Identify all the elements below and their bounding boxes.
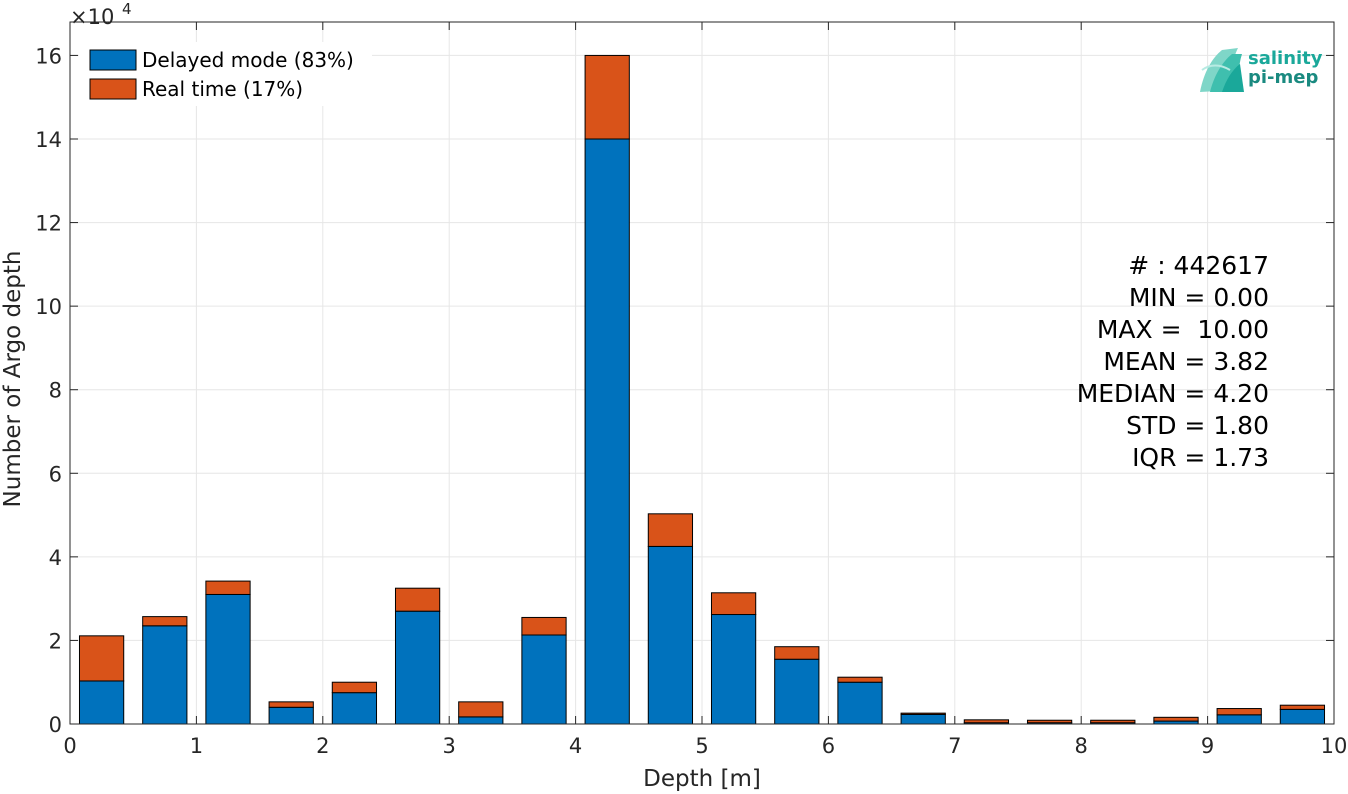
bar-real-time [837,676,883,683]
bar-delayed-mode [142,625,188,725]
y-axis-title: Number of Argo depth [0,251,26,508]
legend-label-realtime: Real time (17%) [142,77,303,101]
x-tick-label: 5 [695,734,708,758]
bars [78,54,1326,725]
stat-mean: MEAN = 3.82 [1103,347,1269,376]
bar-delayed-mode [1279,708,1326,725]
legend-label-delayed: Delayed mode (83%) [142,48,354,72]
bar-real-time [963,719,1010,724]
y-tick-label: 6 [49,462,62,486]
y-tick-label: 14 [35,128,62,152]
y-tick-label: 12 [35,212,62,236]
bar-real-time [394,587,441,612]
y-multiplier-exponent: 4 [122,0,132,18]
bar-delayed-mode [774,658,820,725]
y-tick-label: 2 [49,629,62,653]
bar-real-time [142,616,188,627]
x-tick-label: 8 [1075,734,1088,758]
x-tick-label: 0 [63,734,76,758]
x-tick-label: 4 [569,734,582,758]
x-tick-label: 9 [1201,734,1214,758]
bar-delayed-mode [647,545,694,725]
bar-real-time [205,580,251,595]
logo-text-salinity: salinity [1248,48,1323,69]
bar-real-time [1090,719,1136,724]
bar-delayed-mode [205,593,251,725]
bar-real-time [331,681,378,694]
legend-swatch-realtime [89,78,137,100]
x-tick-label: 2 [316,734,329,758]
bar-real-time [1026,719,1073,724]
bar-delayed-mode [900,713,946,725]
stats-box: # : 442617 MIN = 0.00 MAX = 10.00 MEAN =… [1077,251,1269,472]
logo-wave-icon [1200,48,1244,92]
bar-real-time [268,701,314,708]
x-tick-label: 1 [190,734,203,758]
y-tick-label: 0 [49,713,62,737]
bar-delayed-mode [458,716,504,725]
bar-real-time [1216,708,1262,716]
y-tick-label: 10 [35,295,62,319]
bar-real-time [774,646,820,660]
stat-iqr: IQR = 1.73 [1132,443,1269,472]
y-tick-label: 4 [49,546,62,570]
salinity-pimep-logo: salinity pi-mep [1200,48,1323,92]
bar-delayed-mode [394,610,441,725]
bar-delayed-mode [1216,714,1262,725]
stat-median: MEDIAN = 4.20 [1077,379,1269,408]
x-axis-title: Depth [m] [643,766,761,792]
bar-real-time [1153,716,1199,722]
bar-real-time [710,592,757,616]
logo-text-pimep: pi-mep [1248,67,1318,88]
bar-real-time [521,616,567,636]
bar-delayed-mode [837,681,883,725]
bar-delayed-mode [521,634,567,725]
legend-swatch-delayed [89,49,137,71]
y-multiplier-label: ×10 [70,5,114,29]
stat-max: MAX = 10.00 [1097,315,1269,344]
bar-real-time [647,513,694,547]
bar-delayed-mode [268,706,314,725]
bar-real-time [900,712,946,715]
stat-std: STD = 1.80 [1126,411,1269,440]
legend: Delayed mode (83%) Real time (17%) [79,42,372,106]
bar-delayed-mode [331,692,378,725]
stat-min: MIN = 0.00 [1129,283,1269,312]
stat-count: # : 442617 [1128,251,1269,280]
bar-delayed-mode [78,680,125,725]
bar-delayed-mode [710,614,757,725]
bar-real-time [584,54,630,140]
bar-real-time [1279,704,1326,710]
x-tick-label: 3 [443,734,456,758]
x-tick-label: 6 [822,734,835,758]
y-tick-label: 16 [35,44,62,68]
bar-delayed-mode [584,138,630,725]
bar-real-time [458,701,504,718]
bar-real-time [78,635,125,682]
y-tick-label: 8 [49,379,62,403]
x-tick-label: 10 [1321,734,1348,758]
x-tick-label: 7 [948,734,961,758]
